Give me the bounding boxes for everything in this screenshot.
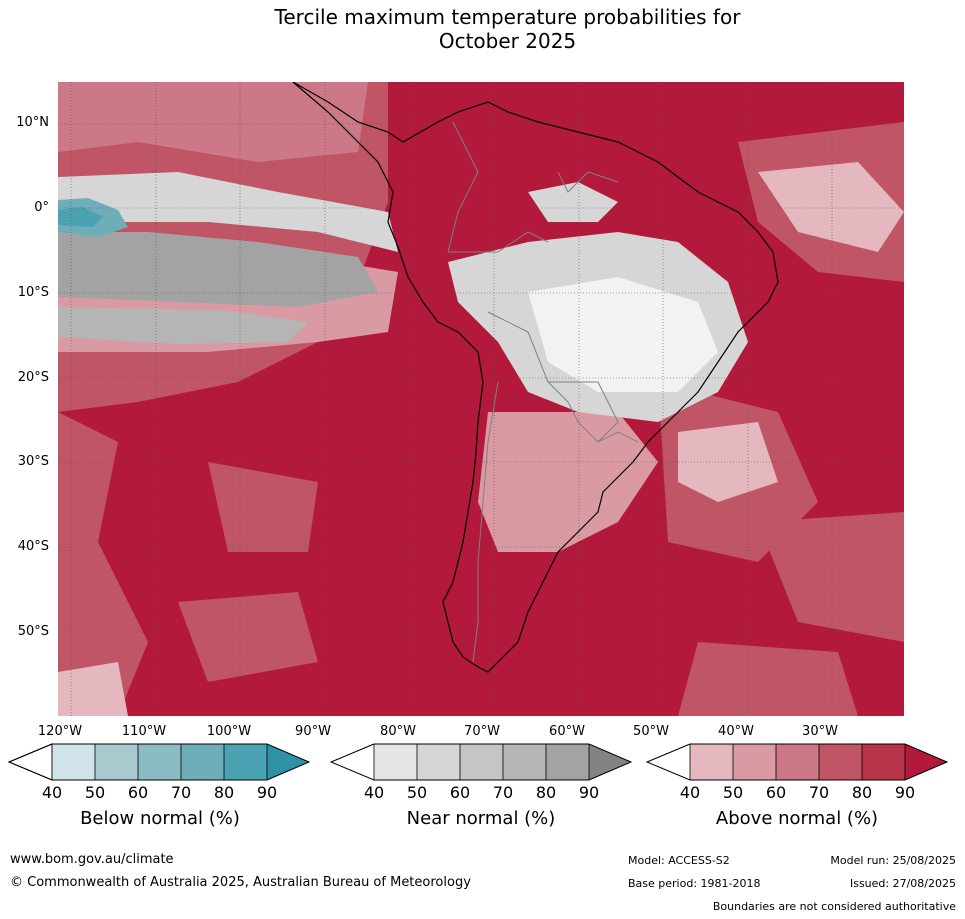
shade-band — [758, 162, 904, 252]
near-normal-swatch-over — [589, 744, 631, 780]
below-tick-40: 40 — [41, 783, 63, 802]
above-normal-swatch-70-80 — [819, 744, 862, 780]
below-normal-colorbar — [8, 743, 310, 781]
near-normal-swatch-50-60 — [417, 744, 460, 780]
title-line-1: Tercile maximum temperature probabilitie… — [274, 5, 741, 29]
near-normal-swatch-60-70 — [460, 744, 503, 780]
near-tick-50: 50 — [406, 783, 428, 802]
near-tick-60: 60 — [449, 783, 471, 802]
above-tick-50: 50 — [722, 783, 744, 802]
lat-label-20s: 20°S — [17, 370, 49, 385]
base-period: Base period: 1981-2018 — [628, 877, 761, 890]
near-normal-title: Near normal (%) — [406, 808, 556, 829]
lat-label-0: 0° — [34, 200, 49, 215]
graticule — [58, 82, 904, 716]
near-tick-70: 70 — [492, 783, 514, 802]
near-normal-region — [528, 277, 718, 392]
below-tick-60: 60 — [127, 783, 149, 802]
near-normal-swatch-70-80 — [503, 744, 546, 780]
below-normal-swatch-70-80 — [181, 744, 224, 780]
near-normal-region — [528, 182, 618, 222]
lon-label-100w: 100°W — [206, 724, 252, 739]
shade-band — [178, 592, 318, 682]
shade-band — [58, 412, 148, 716]
lat-label-30s: 30°S — [17, 454, 49, 469]
below-normal-swatch-80-90 — [224, 744, 267, 780]
lon-label-90w: 90°W — [295, 724, 331, 739]
lon-label-60w: 60°W — [549, 724, 585, 739]
model-run-date: Model run: 25/08/2025 — [830, 854, 956, 867]
lat-label-50s: 50°S — [17, 624, 49, 639]
lon-label-120w: 120°W — [37, 724, 83, 739]
near-normal-colorbar — [330, 743, 632, 781]
lon-label-40w: 40°W — [718, 724, 754, 739]
above-tick-60: 60 — [765, 783, 787, 802]
lon-label-110w: 110°W — [121, 724, 167, 739]
below-normal-swatch-under — [8, 743, 53, 781]
near-normal-region — [58, 172, 398, 252]
country-borders — [447, 121, 639, 663]
near-tick-90: 90 — [578, 783, 600, 802]
lat-label-10s: 10°S — [17, 285, 49, 300]
above-normal-swatch-40-50 — [690, 744, 733, 780]
shade-band — [58, 662, 128, 716]
above-tick-90: 90 — [894, 783, 916, 802]
map-title: Tercile maximum temperature probabilitie… — [0, 5, 965, 53]
above-normal-swatch-over — [905, 744, 947, 780]
below-normal-region — [58, 207, 103, 227]
below-tick-80: 80 — [213, 783, 235, 802]
shade-band — [758, 512, 904, 642]
shade-band — [208, 462, 318, 552]
below-normal-swatch-50-60 — [95, 744, 138, 780]
lon-label-80w: 80°W — [380, 724, 416, 739]
lat-label-10n: 10°N — [16, 115, 49, 130]
shade-band — [58, 82, 368, 162]
probability-map-svg — [58, 82, 904, 716]
shade-band — [678, 642, 858, 716]
above-normal-swatch-80-90 — [862, 744, 905, 780]
below-normal-swatch-40-50 — [52, 744, 95, 780]
below-tick-70: 70 — [170, 783, 192, 802]
above-normal-swatch-50-60 — [733, 744, 776, 780]
below-tick-50: 50 — [84, 783, 106, 802]
above-tick-40: 40 — [679, 783, 701, 802]
near-normal-swatch-80-90 — [546, 744, 589, 780]
above-normal-colorbar — [646, 743, 948, 781]
probability-map — [58, 82, 904, 716]
near-normal-swatch-40-50 — [374, 744, 417, 780]
below-normal-swatch-over — [267, 744, 309, 780]
below-tick-90: 90 — [256, 783, 278, 802]
near-tick-80: 80 — [535, 783, 557, 802]
above-tick-70: 70 — [808, 783, 830, 802]
below-normal-swatch-60-70 — [138, 744, 181, 780]
shade-band — [478, 412, 658, 552]
bom-url-link[interactable]: www.bom.gov.au/climate — [10, 852, 174, 867]
copyright-text: © Commonwealth of Australia 2025, Austra… — [10, 875, 471, 890]
above-tick-80: 80 — [851, 783, 873, 802]
near-normal-region — [58, 307, 308, 344]
near-tick-40: 40 — [363, 783, 385, 802]
below-normal-title: Below normal (%) — [80, 808, 240, 829]
title-line-2: October 2025 — [438, 29, 577, 53]
lon-label-30w: 30°W — [802, 724, 838, 739]
above-normal-swatch-under — [647, 744, 690, 780]
lon-label-50w: 50°W — [633, 724, 669, 739]
near-normal-swatch-under — [331, 744, 374, 780]
south-america-coastline — [292, 82, 779, 673]
near-normal-region — [58, 232, 378, 307]
above-normal-swatch-60-70 — [776, 744, 819, 780]
model-name: Model: ACCESS-S2 — [628, 854, 730, 867]
lat-label-40s: 40°S — [17, 539, 49, 554]
boundaries-disclaimer: Boundaries are not considered authoritat… — [712, 900, 956, 913]
issued-date: Issued: 27/08/2025 — [849, 877, 956, 890]
above-normal-title: Above normal (%) — [715, 808, 879, 829]
lon-label-70w: 70°W — [464, 724, 500, 739]
